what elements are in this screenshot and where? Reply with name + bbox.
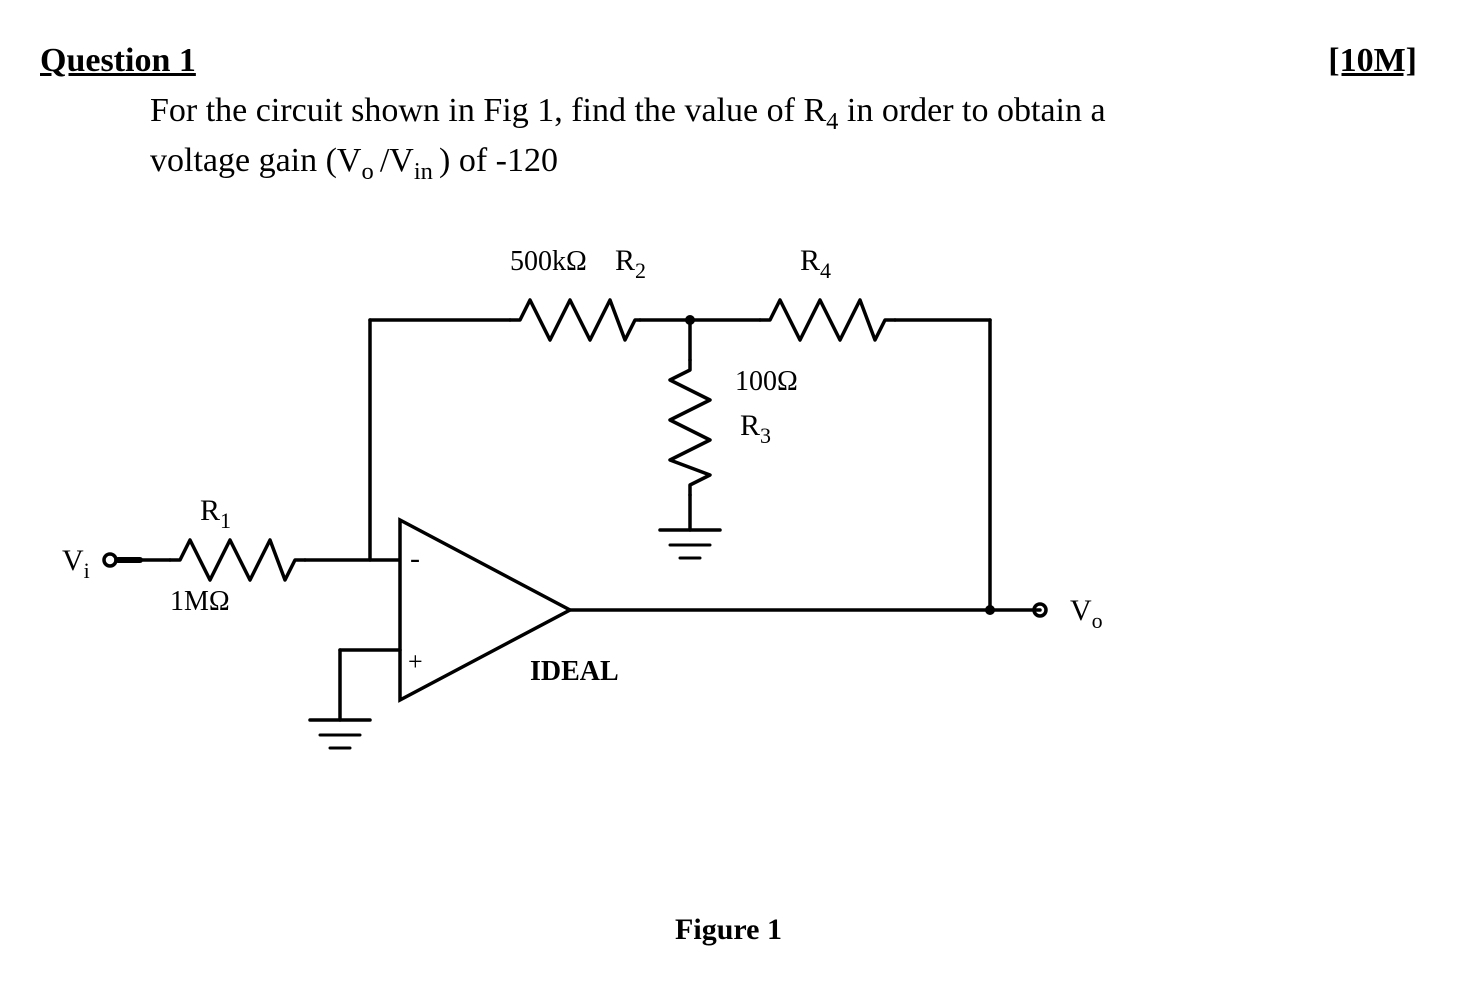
question-prompt: For the circuit shown in Fig 1, find the…	[150, 88, 1397, 188]
vi-label: Vi	[62, 544, 90, 583]
r2-value: 500kΩ	[510, 246, 587, 277]
prompt-line2-mid: /V	[380, 142, 414, 179]
prompt-line1-sub: 4	[826, 108, 838, 135]
r3-resistor	[670, 360, 710, 495]
r3-label: R3	[740, 409, 771, 448]
circuit-diagram: Vi R1 1MΩ 500kΩ R2 100Ω R3	[40, 210, 1140, 850]
r4-label: R4	[800, 244, 831, 283]
r1-resistor	[170, 540, 305, 580]
r3-value: 100Ω	[735, 366, 798, 397]
opamp-ideal: IDEAL	[530, 656, 619, 687]
opamp-minus: -	[410, 542, 420, 575]
marks-label: [10M]	[1328, 42, 1417, 80]
header-row: Question 1 [10M]	[40, 42, 1417, 80]
figure-caption: Figure 1	[0, 913, 1457, 947]
node-output	[985, 605, 995, 615]
opamp-plus: +	[408, 647, 423, 676]
question-title: Question 1	[40, 42, 196, 80]
page: Question 1 [10M] For the circuit shown i…	[0, 0, 1457, 987]
r1-label: R1	[200, 494, 231, 533]
vi-terminal	[104, 554, 116, 566]
prompt-line2-a: voltage gain (V	[150, 142, 362, 179]
vo-label: Vo	[1070, 594, 1103, 633]
prompt-line2-sub1: o	[362, 158, 380, 185]
prompt-line2-b: ) of -120	[439, 142, 558, 179]
prompt-line1-a: For the circuit shown in Fig 1, find the…	[150, 92, 826, 129]
r4-resistor	[760, 300, 895, 340]
r2-resistor	[510, 300, 640, 340]
prompt-line1-b: in order to obtain a	[838, 92, 1105, 129]
r2-label: R2	[615, 244, 646, 283]
r1-value: 1MΩ	[170, 586, 230, 617]
prompt-line2-sub2: in	[414, 158, 439, 185]
